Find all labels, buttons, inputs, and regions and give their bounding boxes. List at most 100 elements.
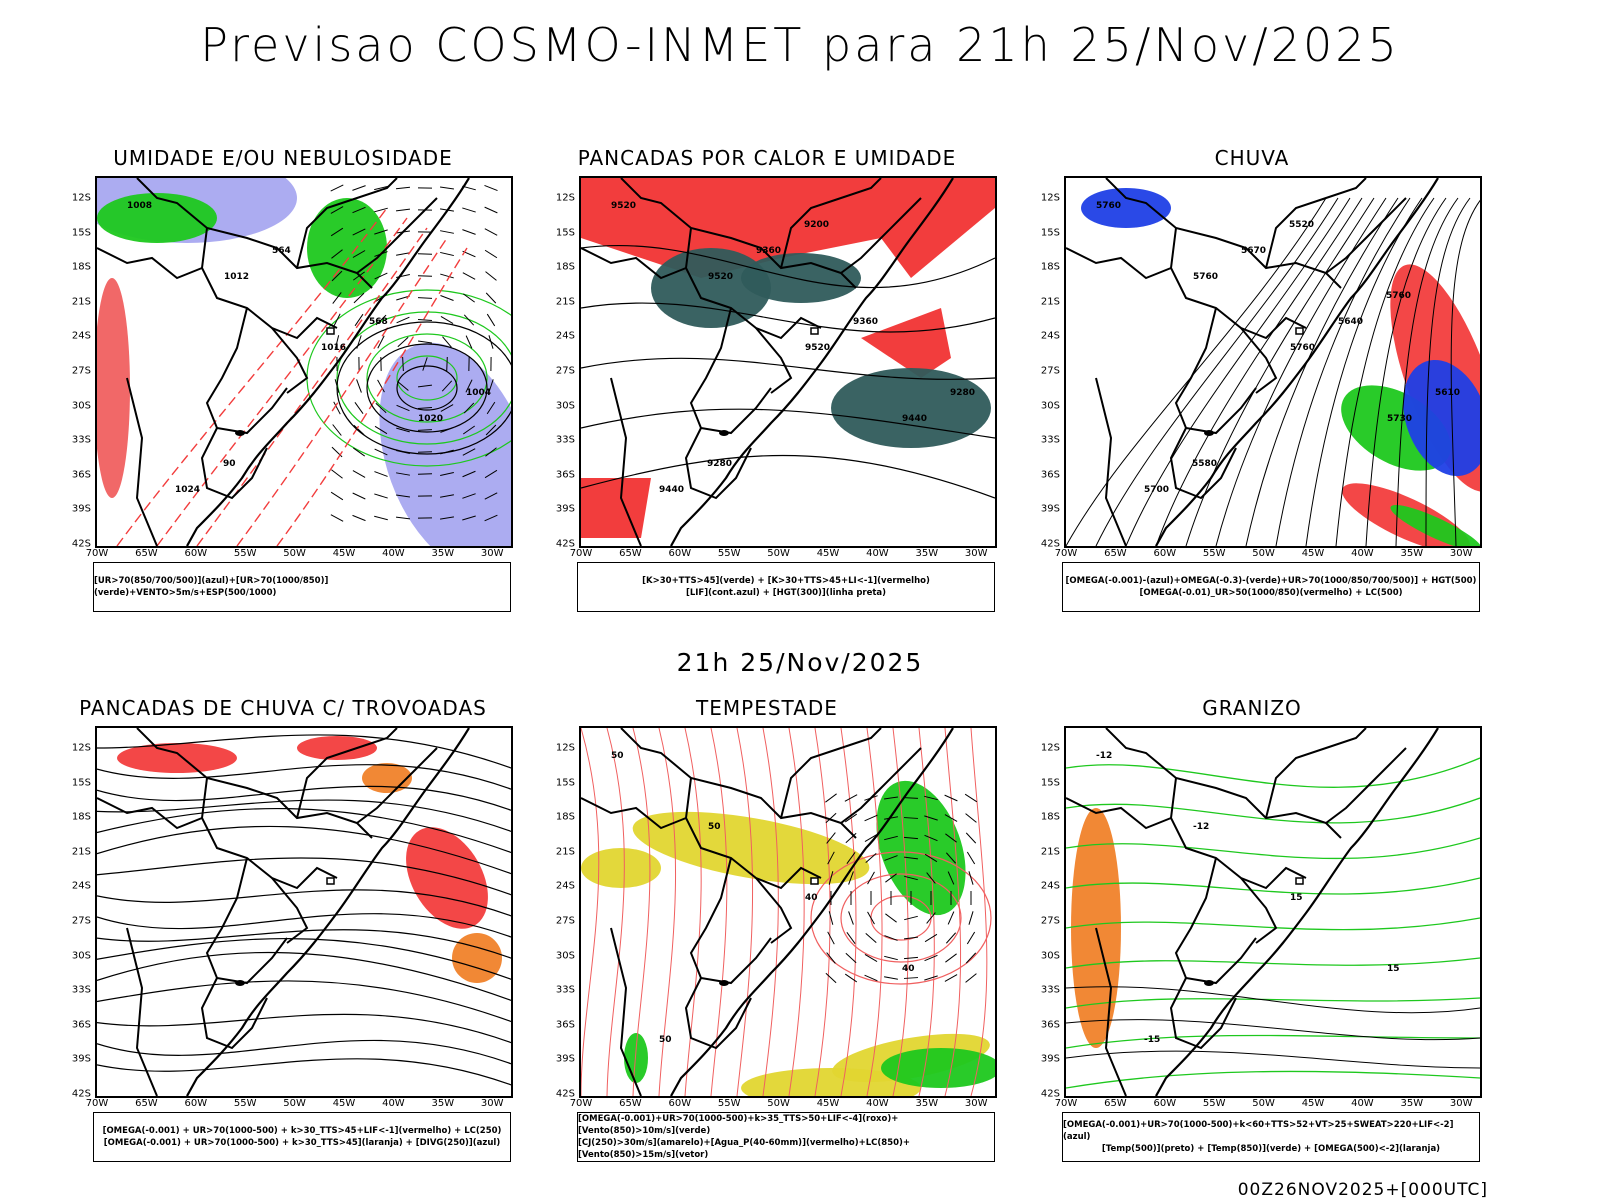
longitude-tick-label: 40W: [866, 1098, 889, 1109]
latitude-tick-label: 12S: [71, 742, 91, 754]
latitude-tick-label: 39S: [1040, 503, 1060, 515]
contour-label: 1016: [321, 343, 346, 353]
forecast-map: 50 50 40 40 50: [579, 726, 997, 1098]
longitude-tick-label: 40W: [1351, 548, 1374, 559]
latitude-tick-label: 21S: [71, 296, 91, 308]
longitude-axis: 70W 65W 60W 55W 50W 45W 40W 35W 30W: [86, 548, 513, 562]
contour-label: 15: [1387, 964, 1400, 974]
legend-line: [UR>70(850/700/500)](azul)+[UR>70(1000/8…: [94, 576, 329, 598]
latitude-tick-label: 27S: [555, 365, 575, 377]
latitude-tick-label: 42S: [1040, 1088, 1060, 1100]
longitude-tick-label: 30W: [1449, 548, 1473, 559]
latitude-tick-label: 24S: [1040, 330, 1060, 342]
contour-label: 50: [611, 751, 624, 761]
longitude-tick-label: 50W: [1252, 1098, 1275, 1109]
humidity-area: [97, 193, 217, 243]
latitude-tick-label: 33S: [71, 434, 91, 446]
longitude-tick-label: 50W: [1252, 548, 1275, 559]
contour-label: 564: [272, 246, 291, 256]
panel-legend: [OMEGA(-0.001)+UR>70(1000-500)+k<60+TTS>…: [1062, 1112, 1480, 1162]
wind-area: [881, 1048, 995, 1088]
contour-label: 1024: [175, 485, 200, 495]
contour-label: 5760: [1290, 343, 1315, 353]
longitude-axis: 70W 65W 60W 55W 50W 45W 40W 35W 30W: [1055, 1098, 1482, 1112]
latitude-tick-label: 30S: [1040, 950, 1060, 962]
longitude-tick-label: 35W: [915, 1098, 939, 1109]
legend-line: [CJ(250)>30m/s](amarelo)+[Agua_P(40-60mm…: [578, 1138, 911, 1160]
contour-label: 5520: [1289, 220, 1314, 230]
latitude-tick-label: 36S: [555, 1019, 575, 1031]
latitude-tick-label: 33S: [1040, 984, 1060, 996]
panel-umidade: UMIDADE E/OU NEBULOSIDADE 12S 15S 18S 21S 24S…: [53, 146, 513, 616]
latitude-tick-label: 24S: [71, 880, 91, 892]
latitude-tick-label: 12S: [555, 192, 575, 204]
longitude-tick-label: 70W: [85, 548, 109, 559]
latitude-tick-label: 18S: [1040, 811, 1060, 823]
contour-label: 9280: [950, 388, 975, 398]
panel-legend: [OMEGA(-0.001) + UR>70(1000-500) + k>30_…: [93, 1112, 511, 1162]
panel-legend: [OMEGA(-0.001)+UR>70(1000-500)+k>35_TTS>…: [577, 1112, 995, 1162]
contour-label: 50: [708, 822, 721, 832]
legend-line: [LIF](cont.azul) + [HGT(300)](linha pret…: [685, 588, 887, 598]
latitude-tick-label: 39S: [555, 1053, 575, 1065]
latitude-tick-label: 42S: [1040, 538, 1060, 550]
longitude-tick-label: 45W: [1301, 1098, 1325, 1109]
panel-title: PANCADAS DE CHUVA C/ TROVOADAS: [79, 696, 487, 720]
longitude-tick-label: 70W: [569, 1098, 593, 1109]
latitude-tick-label: 42S: [71, 538, 91, 550]
longitude-tick-label: 40W: [1351, 1098, 1374, 1109]
latitude-tick-label: 18S: [555, 261, 575, 273]
forecast-map: 9520 9520 9520 9440 9440 9360 9360 9280 9280 9200: [579, 176, 997, 548]
longitude-tick-label: 60W: [668, 1098, 692, 1109]
latitude-tick-label: 36S: [555, 469, 575, 481]
legend-line: [K>30+TTS>45](verde) + [K>30+TTS>45+LI<-…: [642, 576, 930, 586]
contour-label: 5760: [1193, 272, 1218, 282]
latitude-tick-label: 39S: [555, 503, 575, 515]
rain-area: [1390, 505, 1480, 546]
rain-area: [1081, 188, 1171, 228]
latitude-tick-label: 33S: [555, 984, 575, 996]
panel-legend: [K>30+TTS>45](verde) + [K>30+TTS>45+LI<-…: [577, 562, 995, 612]
longitude-tick-label: 70W: [1054, 1098, 1078, 1109]
longitude-axis: 70W 65W 60W 55W 50W 45W 40W 35W 30W: [86, 1098, 513, 1112]
contour-label: 40: [805, 893, 818, 903]
latitude-tick-label: 30S: [555, 400, 575, 412]
latitude-tick-label: 24S: [555, 880, 575, 892]
latitude-tick-label: 39S: [71, 1053, 91, 1065]
panel-title: TEMPESTADE: [696, 696, 838, 720]
latitude-tick-label: 36S: [71, 1019, 91, 1031]
legend-line: [OMEGA(-0.001) + UR>70(1000-500) + k>30_…: [103, 1138, 501, 1148]
longitude-tick-label: 40W: [382, 1098, 405, 1109]
longitude-tick-label: 45W: [816, 1098, 840, 1109]
humidity-area: [307, 198, 387, 298]
latitude-tick-label: 18S: [1040, 261, 1060, 273]
instability-area: [741, 253, 861, 303]
contour-label: 1012: [224, 272, 249, 282]
panel-title: CHUVA: [1214, 146, 1290, 170]
contour-label: 5580: [1192, 459, 1217, 469]
contour-label: 5760: [1096, 201, 1121, 211]
forecast-map: [95, 726, 513, 1098]
longitude-tick-label: 30W: [964, 1098, 988, 1109]
longitude-tick-label: 35W: [1400, 548, 1424, 559]
longitude-tick-label: 60W: [184, 1098, 208, 1109]
latitude-tick-label: 33S: [71, 984, 91, 996]
contour-label: 1008: [127, 201, 152, 211]
panel-title: PANCADAS POR CALOR E UMIDADE: [577, 146, 957, 170]
instability-area: [831, 368, 991, 448]
panel-chuva: CHUVA 12S 15S 18S 21S 24S 27S 30S 33S 36S 39S 42S 57…: [1022, 146, 1482, 616]
contour-label: 50: [659, 1035, 672, 1045]
panel-pancadas-calor: PANCADAS POR CALOR E UMIDADE 12S 15S 18S 21S…: [537, 146, 997, 616]
latitude-axis: 12S 15S 18S 21S 24S 27S 30S 33S 36S 39S 42S: [1022, 726, 1062, 1100]
contour-label: 568: [369, 317, 388, 327]
longitude-tick-label: 30W: [480, 1098, 504, 1109]
longitude-tick-label: 70W: [85, 1098, 109, 1109]
longitude-tick-label: 35W: [431, 1098, 455, 1109]
contour-label: 15: [1290, 893, 1303, 903]
contour-label: 5730: [1387, 414, 1412, 424]
contour-label: 5610: [1435, 388, 1460, 398]
latitude-tick-label: 27S: [555, 915, 575, 927]
longitude-tick-label: 40W: [382, 548, 405, 559]
contour-label: 5760: [1386, 291, 1411, 301]
legend-line: [OMEGA(-0.001)+UR>70(1000-500)+k<60+TTS>…: [1063, 1120, 1454, 1142]
